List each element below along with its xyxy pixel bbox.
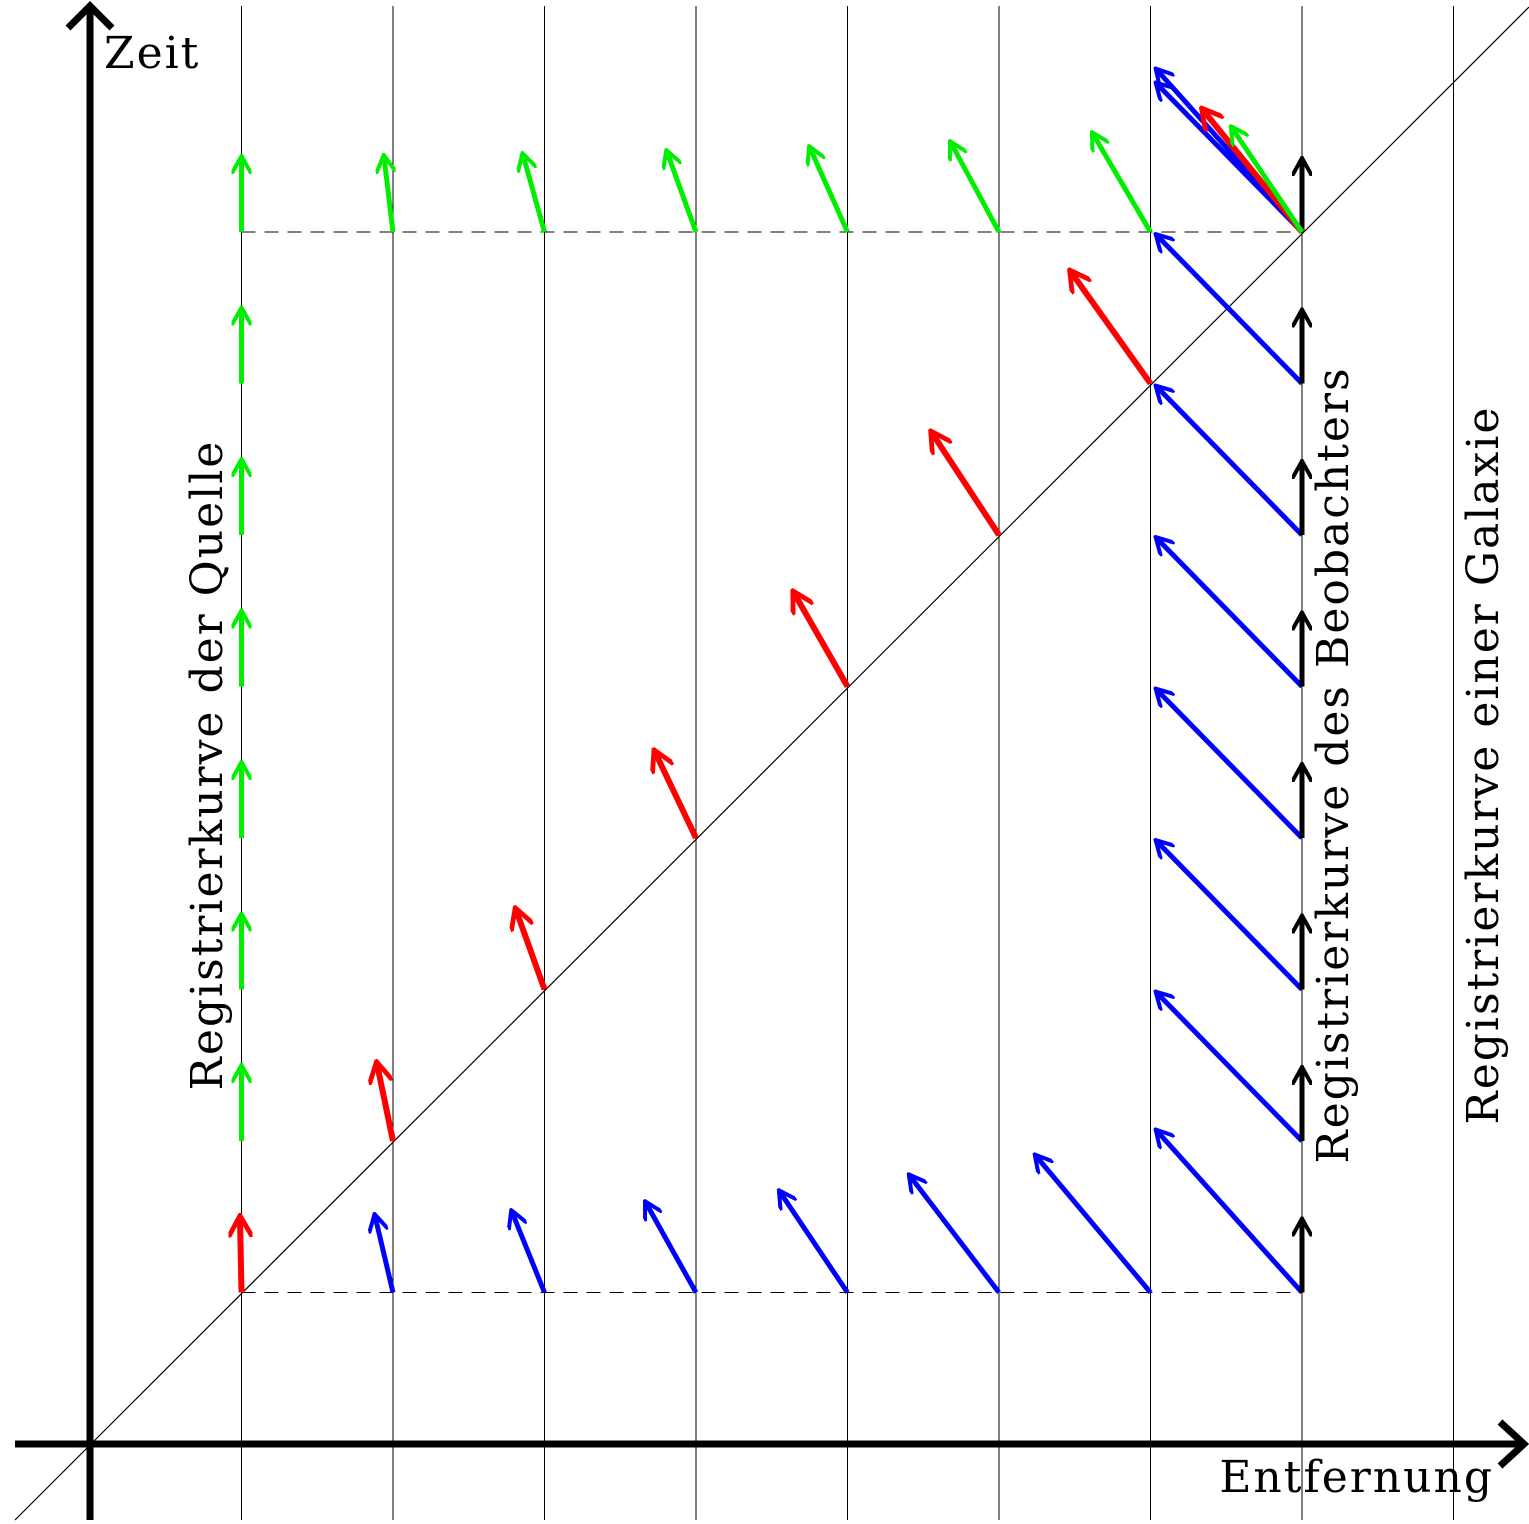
tangent-vectors [240,70,1305,1295]
observer-vector-right-3 [1157,842,1304,992]
x-axis-arrowhead [1497,1419,1529,1469]
y-axis-arrowhead [65,1,115,31]
emission-vector-2 [377,1064,396,1142]
source-vector-top-2 [384,157,393,233]
galaxy-worldlines [241,6,1454,1520]
source-vector-top-4 [667,152,699,233]
observer-vector-bottom-8 [1157,1131,1304,1295]
emission-vector-3 [516,910,548,991]
axes [15,1,1529,1520]
simultaneity-lines [241,231,1302,1293]
observer-vector-bottom-7 [1036,1156,1153,1295]
emission-vector-1 [240,1218,242,1293]
observer-vector-bottom-2 [375,1216,396,1294]
galaxy-worldline-label: Registrierkurve einer Galaxie [1458,406,1509,1125]
observer-vector-bottom-3 [512,1212,547,1294]
observer-vector-right-7 [1157,236,1304,386]
source-vector-top-3 [523,155,547,233]
observer-vector-bottom-4 [646,1203,699,1294]
observer-worldline-label: Registrierkurve des Beobachters [1308,366,1359,1163]
emission-vector-4 [655,752,699,840]
x-axis-label: Entfernung [1219,1452,1494,1503]
observer-vector-bottom-5 [780,1192,850,1294]
emission-vector-7 [1071,272,1153,386]
source-vector-top-7 [1093,134,1153,234]
y-axis-label: Zeit [104,28,200,79]
observer-vector-right-6 [1157,387,1304,537]
source-worldline-label: Registrierkurve der Quelle [182,440,233,1091]
light-ray-diagonal [14,6,1529,1521]
source-vector-top-6 [951,143,1002,234]
observer-vector-right-4 [1157,690,1304,840]
source-vector-top-5 [810,148,850,234]
emission-vector-5 [794,593,851,688]
observer-vector-bottom-6 [910,1176,1001,1295]
emission-vector-6 [932,433,1002,537]
observer-vector-right-2 [1157,993,1304,1143]
source-vector-top-8 [1232,128,1305,234]
observer-vector-right-5 [1157,539,1304,689]
